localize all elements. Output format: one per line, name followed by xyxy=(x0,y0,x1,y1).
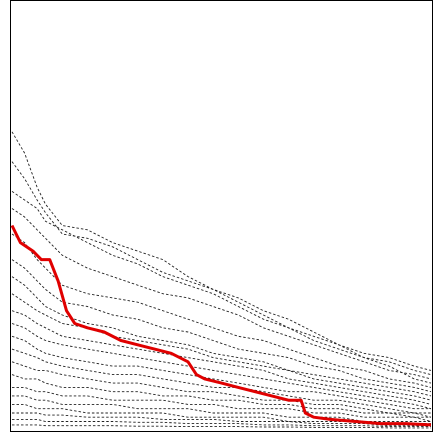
highlight-series-group xyxy=(10,224,432,427)
background-series-line-2 xyxy=(11,161,432,384)
background-series-line-6 xyxy=(11,259,432,393)
background-series-line-10 xyxy=(11,323,432,410)
background-series-line-8 xyxy=(11,293,432,401)
background-series-line-17 xyxy=(12,403,431,425)
highlight-series-line xyxy=(10,224,432,427)
background-series-line-18 xyxy=(12,412,431,427)
background-series-line-16 xyxy=(12,395,431,422)
background-series-line-1 xyxy=(11,131,432,371)
background-series-line-3 xyxy=(11,191,432,376)
background-series-line-7 xyxy=(11,276,432,397)
background-series-line-19 xyxy=(12,418,431,428)
background-series-line-13 xyxy=(11,361,432,418)
plot-area-frame xyxy=(10,0,433,432)
background-series-line-14 xyxy=(11,374,431,418)
background-series-line-15 xyxy=(12,386,432,422)
background-series-line-5 xyxy=(11,233,432,388)
background-series-line-20 xyxy=(12,424,431,429)
background-series-line-9 xyxy=(11,310,432,405)
